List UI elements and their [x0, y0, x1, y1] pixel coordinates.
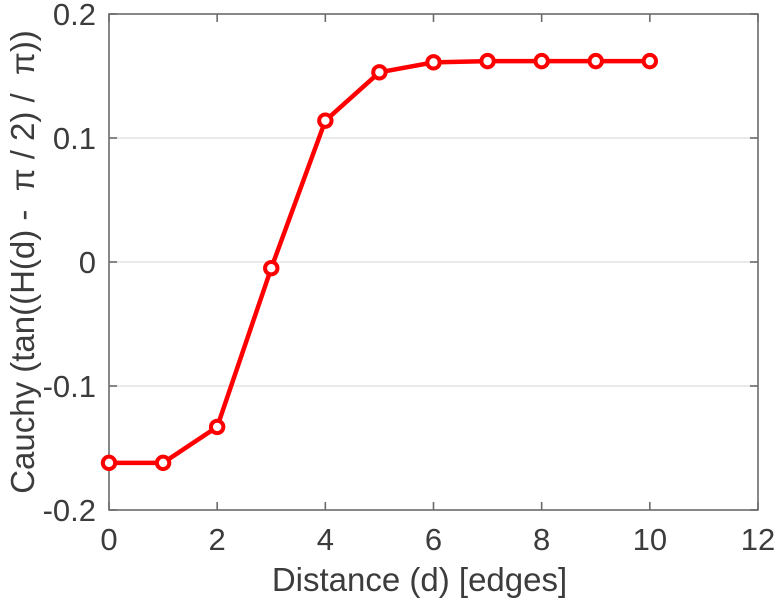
y-tick-label: 0.1 [53, 121, 96, 156]
data-point-marker [263, 260, 280, 277]
tick-labels-layer: 0 2 4 6 8 10 12 -0.2 -0.1 0 0.1 0.2 [43, 0, 776, 557]
data-point-marker [317, 112, 334, 129]
data-point-marker [479, 52, 496, 70]
gridlines-layer [109, 137, 758, 387]
data-point-marker [371, 64, 388, 81]
x-tick-label: 8 [533, 522, 550, 557]
y-tick-label: 0.2 [53, 0, 96, 32]
x-tick-label: 0 [100, 522, 117, 557]
data-point-marker [425, 54, 442, 71]
x-tick-label: 4 [317, 522, 334, 557]
data-point-marker [641, 52, 659, 70]
x-tick-label: 12 [741, 522, 775, 557]
data-point-marker [533, 52, 550, 70]
axes-layer [108, 13, 759, 511]
x-tick-label: 6 [425, 522, 442, 557]
data-point-marker [154, 454, 172, 472]
y-tick-label: -0.1 [43, 369, 96, 404]
data-point-marker [208, 418, 226, 436]
x-tick-label: 10 [633, 522, 667, 557]
data-point-marker [587, 52, 604, 70]
x-tick-label: 2 [209, 522, 226, 557]
x-axis-label: Distance (d) [edges] [272, 561, 567, 598]
y-axis-label: Cauchy (tan((H(d) - π / 2) / π)) [4, 30, 41, 494]
data-point-marker [100, 454, 118, 472]
data-series-layer [100, 52, 659, 472]
y-tick-label: 0 [79, 245, 96, 280]
y-tick-label: -0.2 [43, 493, 96, 528]
